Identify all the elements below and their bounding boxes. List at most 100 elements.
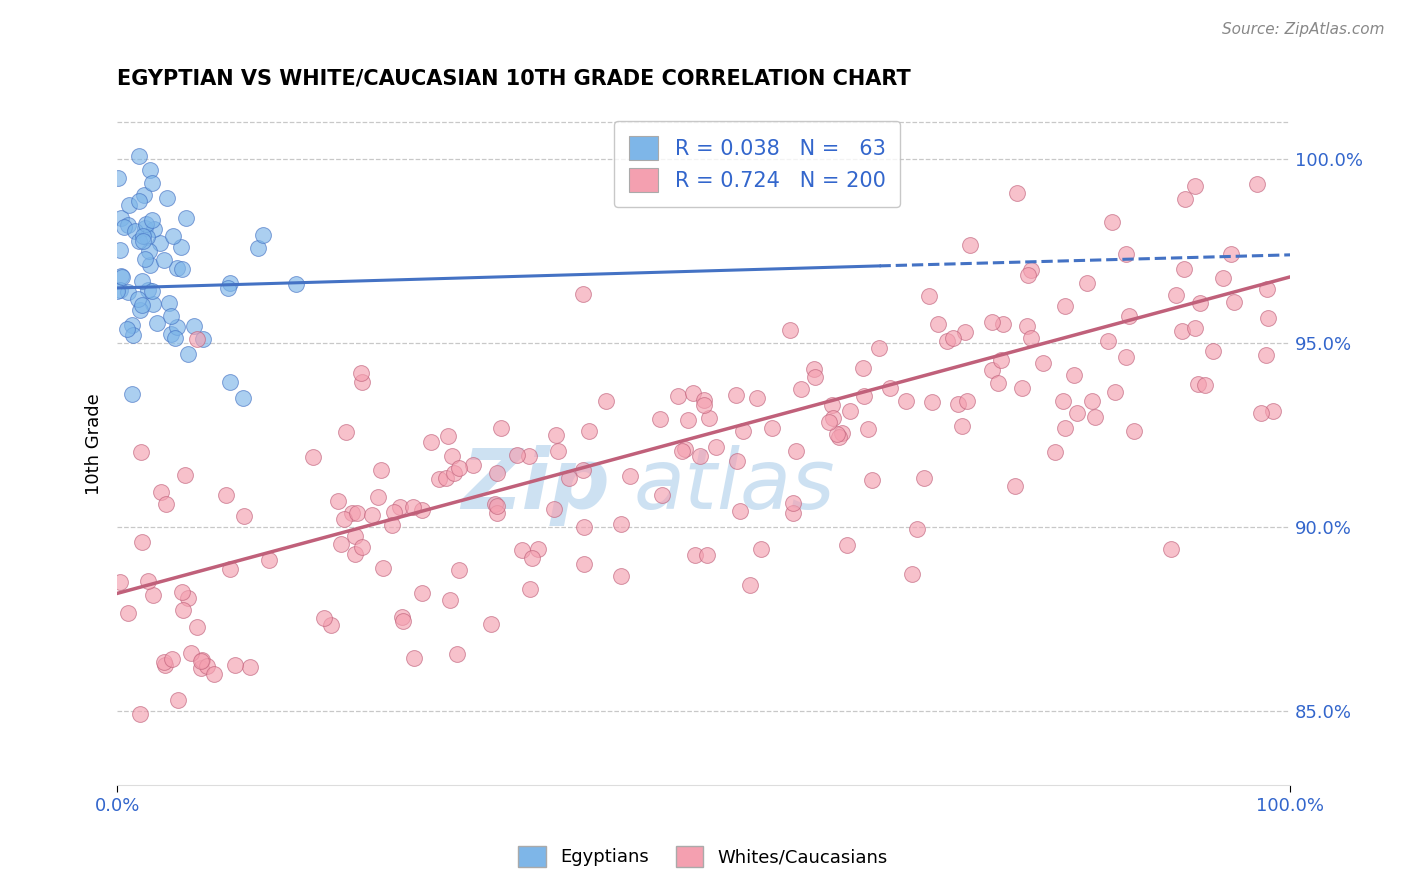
Point (728, 503, 751, 517)
Point (166, 260, 188, 275)
Point (987, 376, 1010, 391)
Point (131, 535, 153, 549)
Point (1174, 192, 1197, 206)
Point (346, 507, 368, 521)
Point (860, 473, 883, 487)
Point (162, 652, 184, 666)
Text: Source: ZipAtlas.com: Source: ZipAtlas.com (1222, 22, 1385, 37)
Point (1115, 246, 1137, 260)
Text: atlas: atlas (633, 445, 835, 525)
Point (1053, 421, 1076, 435)
Point (558, 471, 581, 485)
Point (340, 506, 363, 520)
Point (343, 529, 366, 543)
Point (153, 655, 176, 669)
Point (578, 424, 600, 438)
Point (160, 310, 183, 324)
Point (852, 388, 875, 402)
Point (157, 296, 180, 310)
Point (486, 466, 509, 480)
Point (1015, 318, 1038, 333)
Point (946, 397, 969, 411)
Point (122, 328, 145, 343)
Point (149, 484, 172, 499)
Point (1173, 261, 1195, 276)
Point (693, 392, 716, 407)
Point (956, 394, 979, 409)
Point (312, 611, 335, 625)
Legend: Egyptians, Whites/Caucasians: Egyptians, Whites/Caucasians (512, 838, 894, 874)
Point (1123, 424, 1146, 438)
Point (218, 276, 240, 290)
Point (936, 334, 959, 348)
Point (1043, 444, 1066, 458)
Point (905, 522, 928, 536)
Point (1256, 282, 1278, 296)
Point (239, 660, 262, 674)
Point (134, 187, 156, 202)
Point (484, 498, 506, 512)
Point (129, 444, 152, 458)
Point (391, 610, 413, 624)
Point (1021, 331, 1043, 345)
Point (738, 577, 761, 591)
Point (419, 435, 441, 450)
Point (725, 454, 748, 468)
Text: EGYPTIAN VS WHITE/CAUCASIAN 10TH GRADE CORRELATION CHART: EGYPTIAN VS WHITE/CAUCASIAN 10TH GRADE C… (117, 69, 911, 88)
Point (733, 424, 755, 438)
Point (183, 318, 205, 333)
Point (689, 449, 711, 463)
Point (447, 563, 470, 577)
Point (671, 443, 693, 458)
Point (146, 316, 169, 330)
Point (1254, 348, 1277, 362)
Point (285, 277, 308, 291)
Point (128, 194, 150, 208)
Point (411, 502, 433, 516)
Point (190, 654, 212, 668)
Point (839, 404, 862, 418)
Point (443, 466, 465, 480)
Point (520, 550, 543, 565)
Point (1052, 393, 1074, 408)
Point (682, 386, 704, 401)
Point (510, 543, 533, 558)
Point (704, 440, 727, 454)
Point (427, 472, 450, 486)
Point (381, 518, 404, 533)
Point (1202, 343, 1225, 358)
Point (335, 425, 357, 439)
Point (1184, 178, 1206, 193)
Point (143, 221, 166, 235)
Point (485, 499, 508, 513)
Point (1115, 350, 1137, 364)
Point (1250, 406, 1272, 420)
Point (831, 425, 853, 440)
Point (1005, 186, 1028, 200)
Point (574, 520, 596, 534)
Point (141, 213, 163, 227)
Point (350, 540, 373, 554)
Point (233, 508, 256, 523)
Point (821, 410, 844, 425)
Point (128, 302, 150, 317)
Point (110, 574, 132, 589)
Point (835, 538, 858, 552)
Point (129, 706, 152, 721)
Point (1084, 409, 1107, 424)
Point (1004, 479, 1026, 493)
Point (676, 413, 699, 427)
Point (1220, 247, 1243, 261)
Point (141, 176, 163, 190)
Point (1263, 404, 1285, 418)
Point (955, 325, 977, 339)
Point (803, 361, 825, 376)
Point (131, 275, 153, 289)
Point (105, 285, 128, 299)
Point (110, 269, 132, 284)
Point (1194, 378, 1216, 392)
Point (118, 197, 141, 211)
Point (782, 506, 804, 520)
Point (302, 450, 325, 464)
Point (132, 228, 155, 243)
